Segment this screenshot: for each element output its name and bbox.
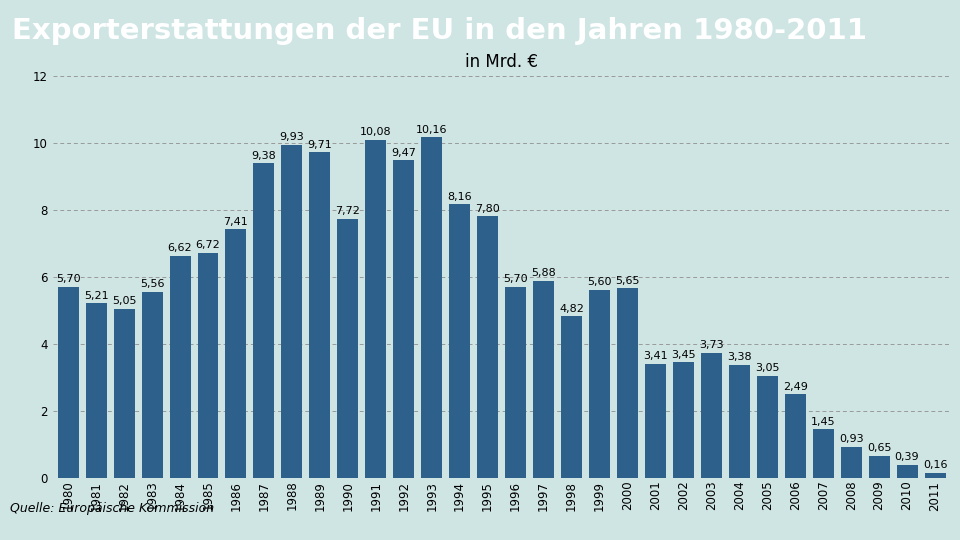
Bar	[85, 303, 107, 478]
Bar	[449, 204, 470, 478]
Bar	[617, 288, 637, 478]
Bar	[729, 364, 750, 478]
Bar	[366, 140, 386, 478]
Text: 9,38: 9,38	[252, 151, 276, 161]
Bar	[394, 160, 414, 478]
Bar	[813, 429, 833, 478]
Text: 5,65: 5,65	[615, 276, 639, 286]
Text: 9,47: 9,47	[392, 148, 417, 158]
Text: 5,70: 5,70	[56, 274, 81, 284]
Bar	[756, 376, 778, 478]
Bar	[421, 137, 443, 478]
Bar	[170, 256, 190, 478]
Text: 3,41: 3,41	[643, 351, 668, 361]
Bar	[869, 456, 890, 478]
Text: 3,38: 3,38	[727, 352, 752, 362]
Bar	[701, 353, 722, 478]
Text: 5,60: 5,60	[588, 278, 612, 287]
Text: 7,80: 7,80	[475, 204, 500, 214]
Text: 1,45: 1,45	[811, 416, 835, 427]
Text: 10,08: 10,08	[360, 127, 392, 137]
Text: 9,71: 9,71	[307, 140, 332, 150]
Text: 9,93: 9,93	[279, 132, 304, 143]
Text: 5,70: 5,70	[503, 274, 528, 284]
Text: 5,56: 5,56	[140, 279, 164, 289]
Bar	[841, 447, 862, 478]
Text: 6,62: 6,62	[168, 244, 192, 253]
Text: 0,93: 0,93	[839, 434, 863, 444]
Text: 7,72: 7,72	[335, 206, 360, 217]
Bar	[561, 316, 582, 478]
Text: 6,72: 6,72	[196, 240, 221, 250]
Bar	[253, 164, 275, 478]
Bar	[673, 362, 694, 478]
Text: Exporterstattungen der EU in den Jahren 1980-2011: Exporterstattungen der EU in den Jahren …	[12, 17, 867, 45]
Text: 0,65: 0,65	[867, 443, 891, 454]
Text: 3,05: 3,05	[755, 363, 780, 373]
Bar	[784, 394, 805, 478]
Text: 5,88: 5,88	[531, 268, 556, 278]
Bar	[505, 287, 526, 478]
Text: 8,16: 8,16	[447, 192, 472, 201]
Text: 5,21: 5,21	[84, 291, 108, 301]
Bar	[198, 253, 219, 478]
Bar	[533, 281, 554, 478]
Bar	[477, 217, 498, 478]
Text: 7,41: 7,41	[224, 217, 249, 227]
Text: 3,45: 3,45	[671, 349, 696, 360]
Text: 4,82: 4,82	[559, 303, 584, 314]
Bar	[141, 292, 162, 478]
Bar	[645, 363, 666, 478]
Bar	[924, 472, 946, 478]
Bar	[589, 290, 610, 478]
Text: 5,05: 5,05	[112, 296, 136, 306]
Bar	[226, 230, 247, 478]
Bar	[113, 308, 134, 478]
Bar	[897, 465, 918, 478]
Title: in Mrd. €: in Mrd. €	[465, 53, 539, 71]
Text: 3,73: 3,73	[699, 340, 724, 350]
Text: 0,39: 0,39	[895, 452, 920, 462]
Text: Quelle: Europäische Kommission: Quelle: Europäische Kommission	[10, 502, 214, 515]
Text: 10,16: 10,16	[416, 125, 447, 134]
Bar	[309, 152, 330, 478]
Bar	[281, 145, 302, 478]
Bar	[337, 219, 358, 478]
Text: 0,16: 0,16	[923, 460, 948, 470]
Text: 2,49: 2,49	[782, 382, 807, 392]
Bar	[58, 287, 79, 478]
